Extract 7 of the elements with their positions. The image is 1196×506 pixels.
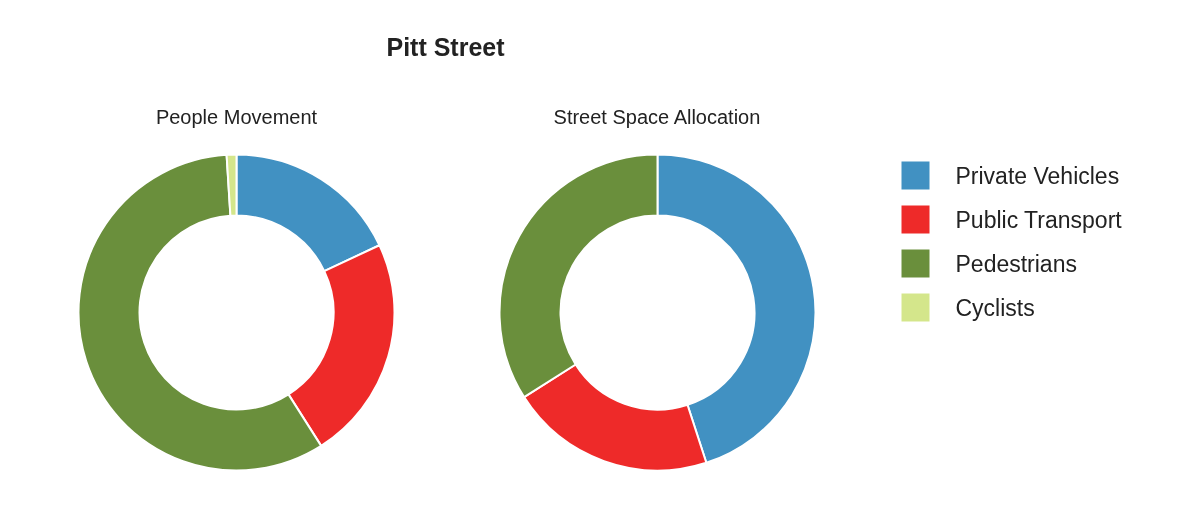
chart-subtitle: People Movement <box>155 105 318 128</box>
legend-label: Pedestrians <box>955 250 1077 277</box>
chart-subtitle: Street Space Allocation <box>553 105 761 128</box>
chart-title: Pitt Street <box>386 32 506 61</box>
legend-label: Public Transport <box>955 206 1123 233</box>
legend-label: Cyclists <box>955 294 1035 321</box>
legend-label: Private Vehicles <box>955 162 1120 189</box>
